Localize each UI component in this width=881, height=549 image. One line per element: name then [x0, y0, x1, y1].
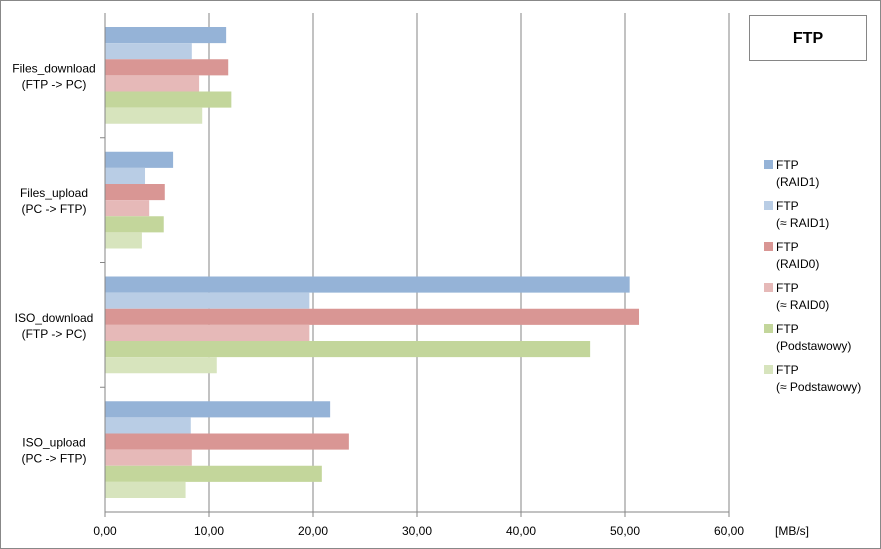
bar: [105, 151, 174, 168]
bar: [105, 75, 200, 92]
bar: [105, 308, 640, 325]
legend-swatch: [764, 324, 773, 333]
bar: [105, 200, 150, 217]
x-tick-label: 10,00: [194, 524, 224, 538]
legend-label: FTP: [776, 322, 799, 336]
chart-title: FTP: [793, 30, 824, 47]
x-tick-label: 50,00: [610, 524, 640, 538]
bar: [105, 232, 142, 249]
legend-label: FTP: [776, 281, 799, 295]
bar: [105, 357, 217, 374]
legend-label: (RAID0): [776, 257, 819, 271]
bar: [105, 324, 310, 341]
bar: [105, 465, 322, 482]
bar: [105, 292, 310, 309]
legend-item: FTP (RAID1): [764, 158, 819, 189]
legend-swatch: [764, 242, 773, 251]
category-label: (PC -> FTP): [22, 452, 87, 466]
x-tick-label: 60,00: [714, 524, 744, 538]
legend-swatch: [764, 283, 773, 292]
legend-item: FTP (Podstawowy): [764, 322, 851, 353]
bar: [105, 43, 192, 60]
category-label: ISO_download: [15, 311, 94, 325]
category-label: ISO_upload: [22, 436, 85, 450]
legend-swatch: [764, 160, 773, 169]
category-label: (PC -> FTP): [22, 202, 87, 216]
bar: [105, 27, 227, 44]
bar: [105, 481, 186, 498]
legend-label: FTP: [776, 199, 799, 213]
x-tick-label: 20,00: [298, 524, 328, 538]
bar: [105, 433, 349, 450]
category-label: Files_upload: [20, 186, 88, 200]
bar: [105, 107, 203, 124]
legend-label: FTP: [776, 240, 799, 254]
bar: [105, 417, 191, 434]
bar: [105, 59, 229, 76]
legend-label: (Podstawowy): [776, 339, 851, 353]
bar: [105, 216, 164, 233]
legend-swatch: [764, 365, 773, 374]
bar: [105, 167, 146, 184]
bar: [105, 184, 165, 201]
legend-label: FTP: [776, 158, 799, 172]
x-axis-label: [MB/s]: [775, 524, 809, 538]
title-box: [749, 15, 867, 61]
legend-label: FTP: [776, 363, 799, 377]
bar: [105, 341, 591, 358]
bar: [105, 91, 232, 108]
legend-item: FTP (≈ RAID0): [764, 281, 829, 312]
x-tick-label: 30,00: [402, 524, 432, 538]
legend-label: (≈ RAID1): [776, 216, 829, 230]
legend-label: (≈ RAID0): [776, 298, 829, 312]
legend-label: (≈ Podstawowy): [776, 380, 861, 394]
legend-item: FTP (RAID0): [764, 240, 819, 271]
category-label: (FTP -> PC): [22, 327, 87, 341]
x-tick-label: 40,00: [506, 524, 536, 538]
bar: [105, 401, 331, 418]
bar: [105, 449, 192, 466]
legend-item: FTP (≈ RAID1): [764, 199, 829, 230]
legend-swatch: [764, 201, 773, 210]
legend-label: (RAID1): [776, 175, 819, 189]
category-label: (FTP -> PC): [22, 77, 87, 91]
bar: [105, 276, 630, 293]
x-tick-label: 0,00: [93, 524, 117, 538]
category-label: Files_download: [12, 61, 95, 75]
legend-item: FTP (≈ Podstawowy): [764, 363, 861, 394]
